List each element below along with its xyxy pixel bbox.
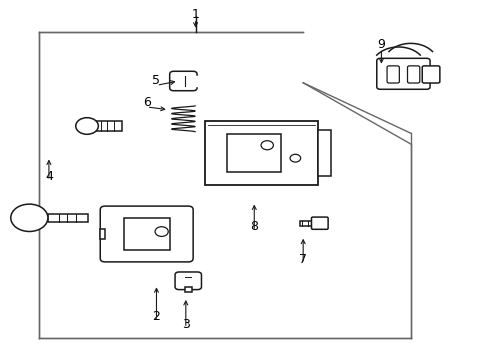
Polygon shape bbox=[123, 218, 169, 250]
Text: 5: 5 bbox=[152, 75, 160, 87]
Polygon shape bbox=[185, 76, 198, 86]
Polygon shape bbox=[87, 121, 122, 131]
FancyBboxPatch shape bbox=[175, 272, 201, 289]
Polygon shape bbox=[184, 287, 192, 292]
Text: 1: 1 bbox=[191, 8, 199, 21]
FancyBboxPatch shape bbox=[407, 66, 419, 83]
Circle shape bbox=[289, 154, 300, 162]
Text: 7: 7 bbox=[299, 253, 306, 266]
Circle shape bbox=[261, 141, 273, 150]
Polygon shape bbox=[317, 130, 331, 176]
Circle shape bbox=[11, 204, 48, 231]
Polygon shape bbox=[205, 121, 317, 185]
Polygon shape bbox=[299, 221, 312, 226]
Circle shape bbox=[155, 227, 168, 237]
Text: 3: 3 bbox=[182, 318, 189, 330]
FancyBboxPatch shape bbox=[421, 66, 439, 83]
FancyBboxPatch shape bbox=[100, 206, 193, 262]
Text: 6: 6 bbox=[142, 96, 150, 109]
Polygon shape bbox=[227, 134, 281, 172]
FancyBboxPatch shape bbox=[311, 217, 327, 229]
FancyBboxPatch shape bbox=[386, 66, 399, 83]
Text: 2: 2 bbox=[152, 310, 160, 323]
Polygon shape bbox=[100, 229, 105, 239]
Text: 8: 8 bbox=[250, 220, 258, 233]
Text: 9: 9 bbox=[377, 39, 385, 51]
FancyBboxPatch shape bbox=[169, 71, 197, 91]
Circle shape bbox=[76, 118, 98, 134]
Text: 4: 4 bbox=[45, 170, 53, 183]
Polygon shape bbox=[48, 214, 88, 222]
FancyBboxPatch shape bbox=[376, 58, 429, 89]
